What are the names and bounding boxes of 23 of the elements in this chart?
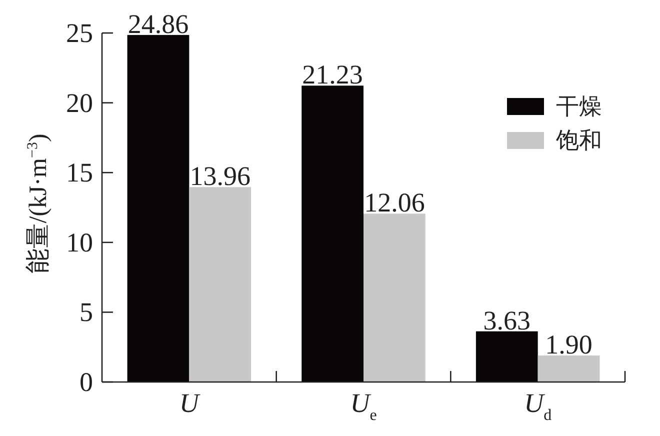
- data-label: 21.23: [302, 60, 363, 90]
- y-tick-label: 5: [80, 297, 93, 328]
- y-tick-label: 10: [66, 227, 93, 258]
- x-tick-label: U: [179, 388, 200, 418]
- y-tick-label: 20: [66, 88, 93, 118]
- bar: [476, 331, 538, 382]
- data-label: 13.96: [190, 161, 250, 192]
- y-tick-label: 0: [80, 367, 93, 397]
- y-tick-label: 15: [66, 158, 93, 188]
- data-label: 1.90: [545, 329, 592, 360]
- data-label: 12.06: [364, 188, 425, 218]
- x-tick-label: U$_{d}$: [524, 388, 552, 424]
- y-tick-label: 25: [66, 18, 93, 48]
- bar: [302, 86, 364, 382]
- bar: [364, 214, 426, 382]
- legend-label: 干燥: [556, 94, 602, 119]
- legend-label: 饱和: [555, 128, 602, 153]
- data-label: 24.86: [128, 8, 189, 39]
- bar: [538, 355, 600, 382]
- x-tick-label: U$_{e}$: [350, 388, 377, 424]
- bar: [189, 187, 252, 382]
- bar: [127, 34, 190, 382]
- data-label: 3.63: [483, 305, 531, 336]
